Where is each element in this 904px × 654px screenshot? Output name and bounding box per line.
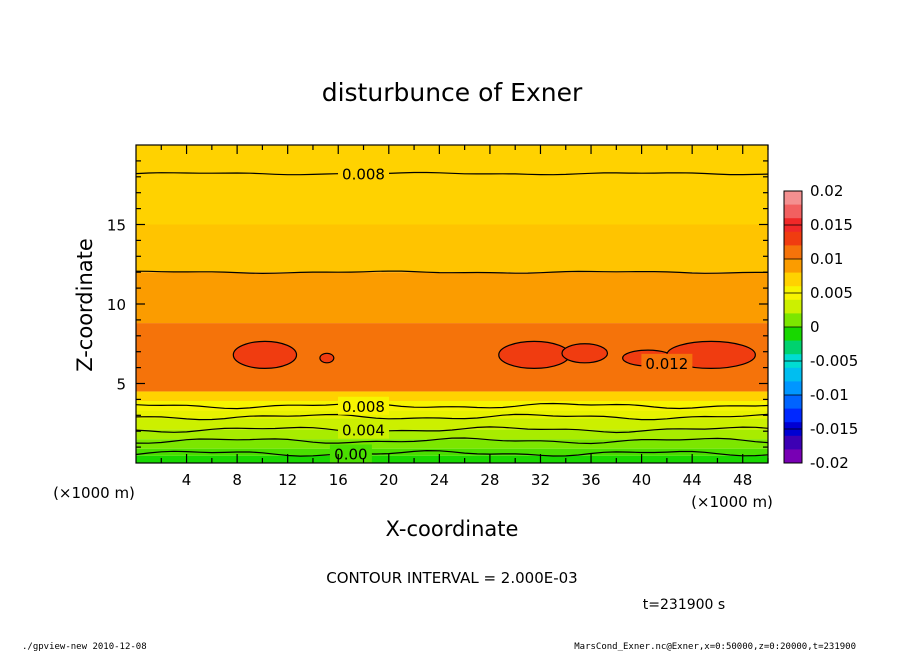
y-tick-label: 10 (107, 296, 126, 314)
contour-label: 0.004 (342, 422, 385, 440)
colorbar-label: 0.015 (810, 216, 853, 234)
colorbar-swatch (784, 395, 802, 410)
colorbar-swatch (784, 259, 802, 274)
x-tick-label: 8 (232, 471, 242, 489)
contour-label-bg (641, 353, 693, 372)
contour-label-bg (338, 396, 390, 415)
color-band (136, 410, 768, 419)
colorbar-label: -0.015 (810, 420, 858, 438)
colorbar: 0.02 0.015 0.01 0.005 0 -0.005 -0.01 -0.015 -0.0… (783, 182, 858, 472)
x-tick-label: 36 (581, 471, 600, 489)
x-tick-label: 44 (683, 471, 702, 489)
x-tick-label: 24 (430, 471, 449, 489)
color-band (136, 418, 768, 430)
colorbar-swatch (784, 408, 802, 423)
contour-blob (319, 352, 335, 364)
colorbar-swatch (784, 191, 802, 206)
y-tick-label: 5 (116, 376, 126, 394)
color-band (136, 145, 768, 225)
footer-left: ./gpview-new 2010-12-08 (22, 642, 147, 652)
x-axis-unit-right: (×1000 m) (691, 493, 773, 511)
colorbar-swatch (784, 340, 802, 355)
colorbar-swatch (784, 327, 802, 342)
colorbar-label: 0.02 (810, 182, 843, 200)
x-tick-label: 48 (733, 471, 752, 489)
colorbar-label: -0.02 (810, 454, 849, 472)
colorbar-swatch (784, 449, 802, 464)
colorbar-swatch (784, 367, 802, 382)
colorbar-label: 0.005 (810, 284, 853, 302)
chart-title: disturbunce of Exner (322, 78, 583, 107)
x-axis-label: X-coordinate (386, 517, 519, 541)
contour-line (135, 449, 769, 457)
color-band (136, 400, 768, 411)
y-axis-label: Z-coordinate (73, 238, 97, 372)
contour-label-bg (338, 420, 390, 439)
contour-label: 0.012 (645, 355, 688, 373)
x-axis-unit-left: (×1000 m) (53, 484, 135, 502)
contour-label: 0.008 (342, 166, 385, 184)
time-label: t=231900 s (643, 597, 725, 613)
x-tick-label: 12 (278, 471, 297, 489)
colorbar-swatch (784, 245, 802, 260)
contour-interval: CONTOUR INTERVAL = 2.000E-03 (326, 569, 577, 587)
contour-label: 0.008 (342, 398, 385, 416)
colorbar-swatch (784, 299, 802, 314)
contour-line (135, 413, 769, 421)
x-tick-label: 32 (531, 471, 550, 489)
contour-blob (232, 340, 298, 369)
contour-label: 0.00 (334, 445, 367, 463)
contour-blob (498, 340, 571, 369)
color-band (136, 272, 768, 324)
colorbar-swatch (784, 204, 802, 219)
x-tick-label: 40 (632, 471, 651, 489)
colorbar-label: -0.01 (810, 386, 849, 404)
color-band (136, 429, 768, 440)
contour-line (135, 426, 769, 434)
colorbar-swatch (784, 435, 802, 450)
contour-label-bg (329, 444, 372, 463)
x-tick-label: 16 (329, 471, 348, 489)
color-band (136, 455, 768, 463)
color-band (136, 391, 768, 401)
x-tick-label: 28 (480, 471, 499, 489)
colorbar-label: 0.01 (810, 250, 843, 268)
contour-blob (561, 343, 609, 364)
colorbar-swatch (784, 381, 802, 396)
contour-line (135, 270, 768, 275)
footer-right: MarsCond_Exner.nc@Exner,x=0:50000,z=0:20… (574, 642, 856, 652)
color-band (136, 439, 768, 449)
colorbar-label: -0.005 (810, 352, 858, 370)
colorbar-swatch (784, 231, 802, 246)
contour-label-bg (338, 164, 390, 183)
contour-line (135, 437, 769, 445)
contour-line (135, 171, 769, 176)
colorbar-swatch (784, 313, 802, 328)
colorbar-swatch (784, 272, 802, 287)
y-tick-label: 15 (107, 217, 126, 235)
colorbar-label: 0 (810, 318, 820, 336)
x-tick-label: 4 (182, 471, 192, 489)
color-band (136, 224, 768, 273)
x-tick-label: 20 (379, 471, 398, 489)
contour-line (135, 402, 769, 410)
